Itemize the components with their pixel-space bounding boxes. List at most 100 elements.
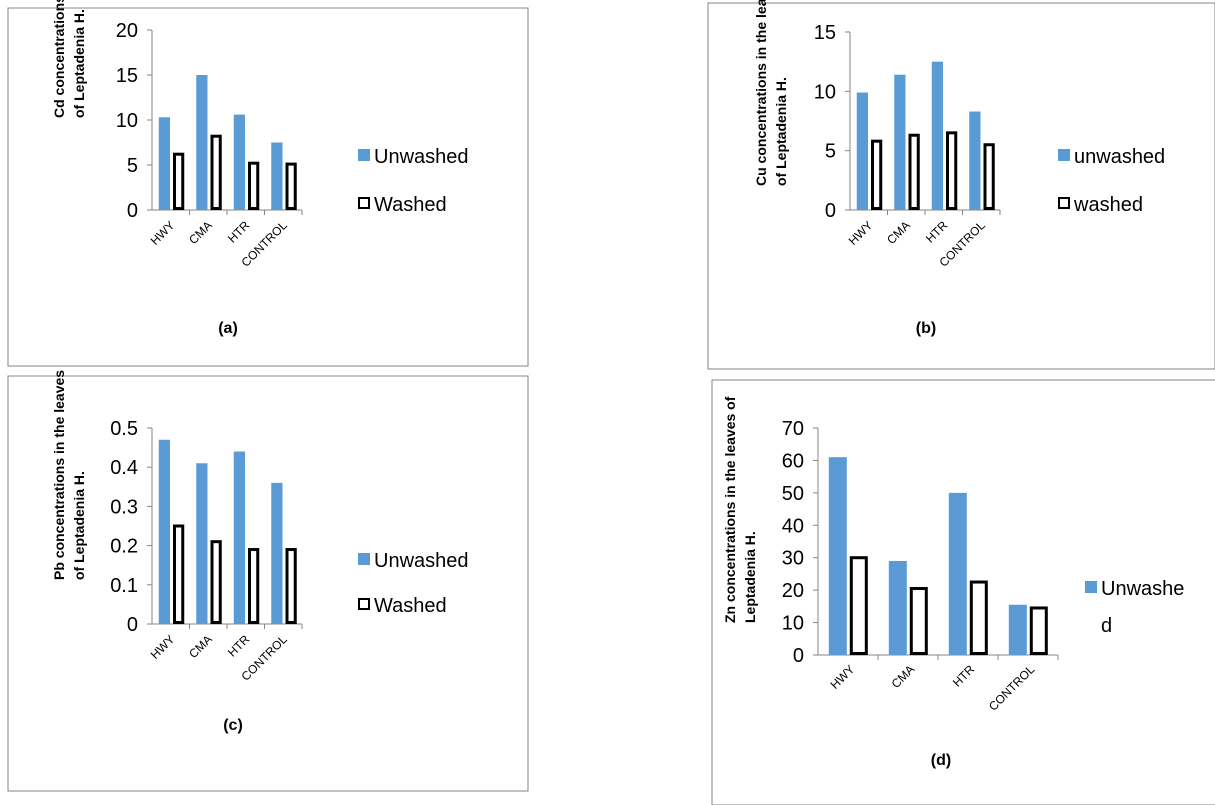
y-tick-label: 0.1 — [110, 575, 138, 597]
y-axis-title: of Leptadenia H. — [773, 77, 789, 186]
bar-unwashed-hwy — [158, 117, 170, 210]
bar-washed-cma — [909, 587, 928, 655]
bar-washed-cma — [210, 540, 222, 624]
bar-unwashed-control — [969, 111, 981, 210]
bar-washed-cma — [210, 134, 222, 210]
bar-unwashed-control — [271, 482, 283, 624]
legend-label: Washed — [374, 194, 447, 216]
y-tick-label: 0.3 — [110, 496, 138, 518]
chart-caption: (a) — [218, 320, 238, 337]
x-tick-label: HWY — [148, 218, 178, 248]
legend-label: washed — [1073, 194, 1143, 216]
bar-washed-hwy — [173, 152, 185, 210]
y-tick-label: 10 — [814, 81, 836, 103]
legend-swatch-washed — [358, 598, 370, 610]
bar-washed-hwy — [849, 556, 868, 656]
y-tick-label: 0.5 — [110, 418, 138, 440]
y-axis-title: of Leptadenia H. — [71, 471, 87, 580]
chart-caption: (c) — [223, 717, 243, 734]
legend-swatch-washed — [358, 197, 370, 209]
y-tick-label: 20 — [116, 20, 138, 42]
x-tick-label: CMA — [186, 632, 215, 661]
x-tick-label: HWY — [828, 662, 858, 692]
x-tick-label: HWY — [846, 218, 876, 248]
bar-washed-htr — [969, 580, 988, 655]
y-tick-label: 70 — [782, 418, 804, 440]
bar-washed-control — [1029, 606, 1048, 656]
y-tick-label: 0 — [793, 645, 804, 667]
y-tick-label: 10 — [116, 110, 138, 132]
chart-frame — [707, 2, 1215, 370]
bar-washed-hwy — [871, 139, 883, 211]
x-tick-label: HWY — [148, 632, 178, 662]
bar-unwashed-cma — [196, 75, 208, 210]
y-tick-label: 5 — [825, 141, 836, 163]
bar-unwashed-htr — [948, 492, 967, 655]
bar-washed-htr — [248, 161, 260, 210]
y-axis-title: Pb concentrations in the leaves — [51, 370, 67, 580]
y-axis-title: Zn concentrations in the leaves of — [722, 396, 738, 623]
legend-label: unwashed — [1074, 146, 1165, 168]
x-tick-label: HTR — [923, 218, 951, 246]
y-tick-label: 0 — [127, 200, 138, 222]
legend-swatch-washed — [1058, 197, 1070, 209]
y-axis-title: Cu concentrations in the leaves — [753, 0, 769, 186]
bar-washed-htr — [248, 548, 260, 625]
x-tick-label: CMA — [884, 218, 913, 247]
y-tick-label: 20 — [782, 580, 804, 602]
y-tick-label: 15 — [116, 65, 138, 87]
y-tick-label: 0 — [825, 200, 836, 222]
y-tick-label: 15 — [814, 22, 836, 44]
chart-caption: (d) — [931, 752, 951, 769]
y-axis-title: of Leptadenia H. — [71, 9, 87, 118]
x-tick-label: HTR — [950, 662, 978, 690]
bar-unwashed-cma — [888, 560, 907, 655]
y-tick-label: 0.2 — [110, 536, 138, 558]
chart-caption: (b) — [916, 320, 936, 337]
bar-unwashed-htr — [233, 451, 245, 624]
legend-label: d — [1101, 615, 1112, 637]
bar-unwashed-control — [271, 142, 283, 210]
bar-unwashed-cma — [196, 463, 208, 624]
y-tick-label: 40 — [782, 515, 804, 537]
legend-swatch-unwashed — [358, 553, 370, 565]
bar-washed-cma — [908, 133, 920, 211]
y-axis-title: Cd concentrations in the leaves — [51, 0, 67, 118]
bar-unwashed-hwy — [856, 92, 868, 210]
bar-unwashed-hwy — [828, 457, 847, 655]
x-tick-label: HTR — [225, 218, 253, 246]
legend-label: Unwashed — [374, 146, 469, 168]
legend-label: Washed — [374, 595, 447, 617]
bar-washed-control — [983, 143, 995, 211]
y-tick-label: 0.4 — [110, 457, 138, 479]
y-tick-label: 5 — [127, 155, 138, 177]
x-tick-label: HTR — [225, 632, 253, 660]
bar-washed-control — [285, 162, 297, 211]
x-tick-label: CMA — [889, 662, 918, 691]
bar-unwashed-htr — [233, 114, 245, 210]
chart-frame — [7, 375, 529, 792]
bar-unwashed-control — [1008, 604, 1027, 655]
chart-frame — [7, 7, 529, 367]
legend-label: Unwashed — [374, 550, 469, 572]
chart-d: 0 10 20 30 40 50 60 70 HWY CMA HTR CONTROL Zn concen… — [711, 379, 1215, 805]
bar-washed-hwy — [173, 524, 185, 624]
y-tick-label: 10 — [782, 613, 804, 635]
y-axis-title: Leptadenia H. — [742, 531, 758, 623]
chart-frame — [711, 379, 1215, 805]
bar-unwashed-htr — [931, 61, 943, 210]
bar-unwashed-hwy — [158, 439, 170, 624]
legend-swatch-unwashed — [1085, 581, 1097, 593]
y-tick-label: 50 — [782, 483, 804, 505]
bar-washed-htr — [946, 131, 958, 210]
y-tick-label: 0 — [127, 614, 138, 636]
legend-label: Unwashe — [1101, 578, 1184, 600]
x-tick-label: CONTROL — [986, 662, 1038, 714]
bar-unwashed-cma — [894, 74, 906, 210]
y-tick-label: 60 — [782, 450, 804, 472]
